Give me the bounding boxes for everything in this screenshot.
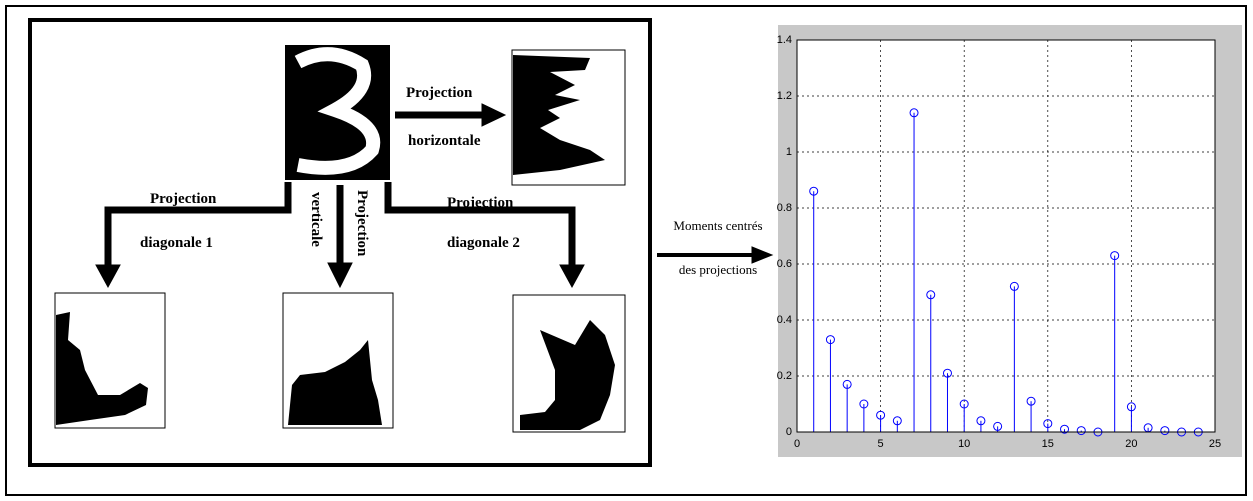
diagonal-2-projection	[513, 295, 625, 432]
plot-area	[797, 40, 1215, 432]
y-tick-label: 0	[786, 426, 792, 438]
y-tick-label: 0.4	[777, 314, 792, 326]
y-tick-label: 0.2	[777, 370, 792, 382]
label: Projection	[150, 191, 217, 207]
figure: Projection horizontale Projection diagon…	[0, 0, 1253, 501]
x-tick-label: 10	[958, 438, 970, 450]
x-tick-label: 15	[1042, 438, 1054, 450]
x-tick-label: 5	[878, 438, 884, 450]
digit-image	[285, 45, 390, 180]
label: des projections	[679, 262, 757, 277]
y-tick-label: 0.8	[777, 202, 792, 214]
x-tick-label: 20	[1125, 438, 1137, 450]
x-tick-label: 0	[794, 438, 800, 450]
label: Moments centrés	[673, 218, 762, 233]
label: diagonale 1	[140, 235, 213, 251]
y-tick-label: 0.6	[777, 258, 792, 270]
label: Projection	[447, 195, 514, 211]
y-tick-label: 1	[786, 146, 792, 158]
diagonal-1-projection	[55, 293, 165, 428]
x-tick-label: 25	[1209, 438, 1221, 450]
label: Projection	[354, 190, 370, 257]
label: verticale	[308, 192, 324, 247]
label: horizontale	[408, 133, 481, 149]
label: Projection	[406, 85, 473, 101]
y-tick-label: 1.2	[777, 90, 792, 102]
vertical-projection	[283, 293, 393, 428]
horizontal-projection	[512, 50, 625, 185]
label: diagonale 2	[447, 235, 520, 251]
y-tick-label: 1.4	[777, 34, 792, 46]
